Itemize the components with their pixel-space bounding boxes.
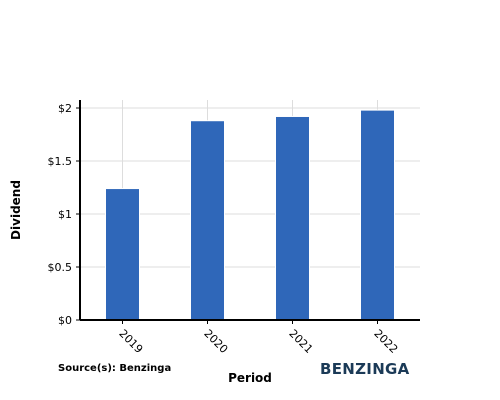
x-tick-label-2021: 2021 <box>286 327 315 356</box>
benzinga-logo: BENZINGA <box>320 360 410 378</box>
x-tick-label-2020: 2020 <box>201 327 230 356</box>
bar-2019 <box>105 188 140 321</box>
y-tick-label: $0.5 <box>48 261 73 274</box>
bar-2022 <box>360 109 395 321</box>
y-tick-label: $1.5 <box>48 155 73 168</box>
bar-2021 <box>275 115 310 321</box>
bar-2020 <box>190 120 225 321</box>
x-tick-label-2022: 2022 <box>371 327 400 356</box>
x-axis-title: Period <box>228 371 272 385</box>
x-tick-label-2019: 2019 <box>116 327 145 356</box>
y-axis-title: Dividend <box>9 180 23 240</box>
y-tick-label: $2 <box>58 102 72 115</box>
y-tick-label: $1 <box>58 208 72 221</box>
source-note: Source(s): Benzinga <box>58 363 172 374</box>
y-tick-label: $0 <box>58 314 72 327</box>
